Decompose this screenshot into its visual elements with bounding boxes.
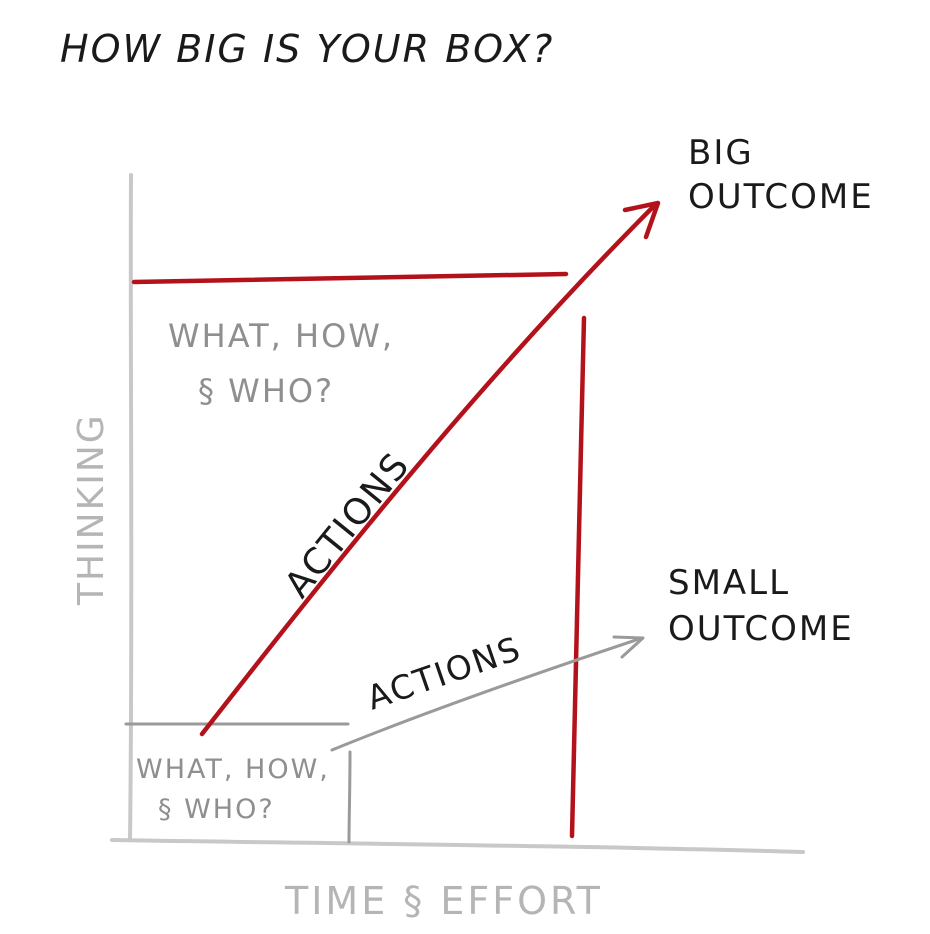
big-actions-arrow-line — [199, 202, 658, 737]
big-outcome-line1: BIG — [688, 133, 754, 173]
y-axis-label: THINKING — [71, 413, 112, 606]
small-outcome-line1: SMALL — [668, 563, 790, 603]
big-box-questions-line1: WHAT, HOW, — [168, 317, 394, 355]
big-actions-label: ACTIONS — [277, 445, 418, 606]
small-box-questions-line2: § WHO? — [158, 794, 275, 825]
small-actions-arrowhead — [612, 635, 645, 659]
small-outcome-line2: OUTCOME — [668, 609, 854, 649]
y-axis — [128, 173, 134, 842]
big-actions-arrowhead — [622, 200, 661, 240]
big-box-right-edge — [569, 315, 587, 839]
small-box-questions-line1: WHAT, HOW, — [136, 754, 330, 785]
small-actions-label: ACTIONS — [362, 628, 526, 717]
diagram-title: HOW BIG IS YOUR BOX? — [60, 27, 554, 71]
x-axis-label: TIME § EFFORT — [284, 879, 603, 923]
small-box-right-edge — [347, 750, 352, 844]
big-box-top-edge — [131, 271, 569, 285]
small-actions-arrow-line — [330, 636, 644, 752]
big-box-questions-line2: § WHO? — [198, 372, 334, 410]
x-axis — [110, 838, 805, 854]
big-outcome-line2: OUTCOME — [688, 177, 874, 217]
